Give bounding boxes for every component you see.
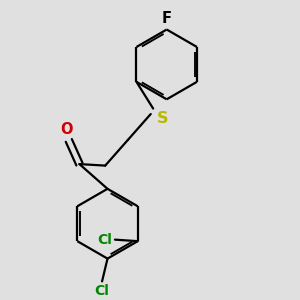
Text: O: O [60,122,73,137]
Text: Cl: Cl [98,232,112,247]
Text: F: F [162,11,172,26]
Text: S: S [157,111,168,126]
Text: Cl: Cl [94,284,110,298]
